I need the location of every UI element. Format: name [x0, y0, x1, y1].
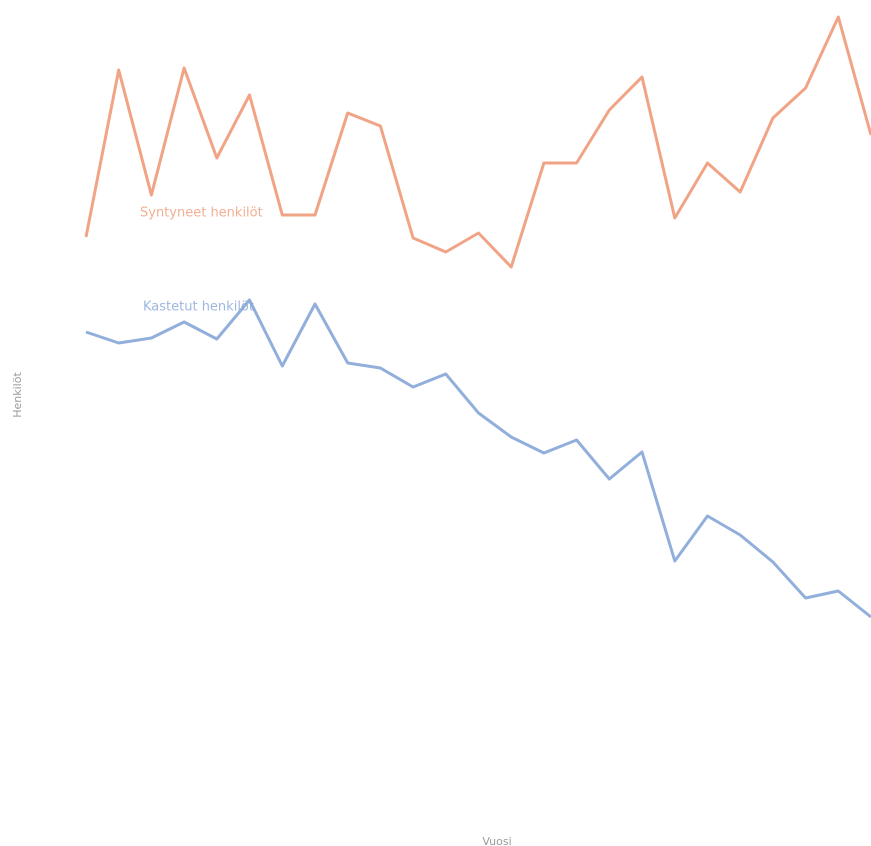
- series-label: Syntyneet henkilöt: [140, 206, 263, 221]
- y-axis-label: Henkilöt: [11, 372, 24, 418]
- series-line: [84, 15, 871, 269]
- x-axis-label: Vuosi: [482, 835, 511, 846]
- series-line: [85, 298, 871, 619]
- series-label: Kastetut henkilöt: [143, 300, 254, 315]
